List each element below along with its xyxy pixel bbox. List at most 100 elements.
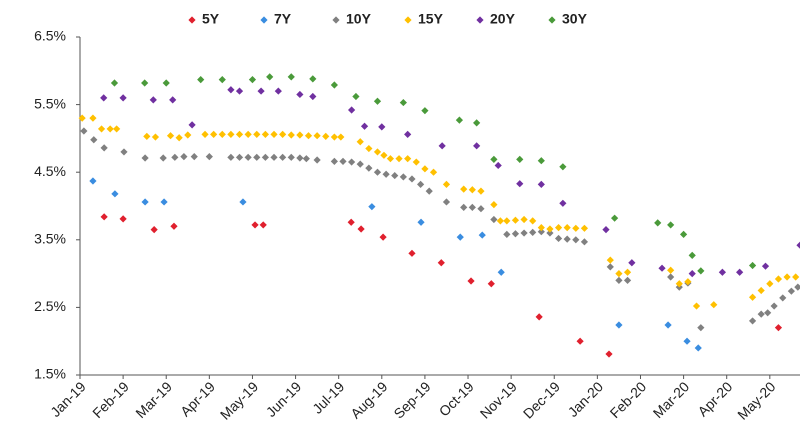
x-tick-label: Apr-19: [177, 378, 218, 419]
point: [779, 294, 787, 302]
point: [478, 231, 486, 239]
point: [667, 221, 675, 229]
point: [330, 81, 338, 89]
point: [460, 203, 468, 211]
point: [494, 161, 502, 170]
point: [487, 280, 495, 288]
point: [572, 224, 580, 232]
point: [783, 273, 791, 281]
legend-label: 10Y: [346, 11, 372, 27]
point: [421, 165, 429, 173]
point: [654, 219, 662, 227]
point: [287, 131, 295, 139]
point: [606, 263, 614, 271]
point: [554, 234, 563, 243]
point: [748, 261, 757, 270]
point: [490, 201, 498, 209]
point: [360, 122, 369, 130]
point: [766, 280, 774, 288]
point: [382, 170, 390, 178]
point: [537, 228, 545, 236]
point: [162, 79, 170, 87]
point: [774, 275, 783, 283]
point: [580, 224, 589, 232]
point: [490, 155, 498, 163]
point: [201, 130, 209, 138]
point: [235, 130, 244, 138]
point: [313, 156, 321, 164]
point: [218, 130, 226, 138]
point: [257, 87, 265, 95]
point: [89, 177, 97, 185]
point: [119, 215, 127, 223]
point: [100, 94, 108, 102]
point: [438, 142, 446, 150]
point: [304, 132, 313, 140]
point: [697, 267, 705, 275]
point: [357, 225, 365, 233]
x-tick-label: Jan-20: [565, 378, 607, 420]
point: [442, 198, 451, 206]
point: [697, 324, 705, 332]
point: [692, 302, 701, 310]
point: [628, 259, 636, 267]
point: [456, 233, 464, 241]
point: [373, 148, 382, 156]
point: [710, 301, 718, 309]
point: [380, 151, 388, 159]
point: [794, 283, 800, 291]
x-tick-label: Nov-19: [477, 378, 520, 421]
point: [337, 133, 345, 141]
point: [606, 256, 614, 264]
point: [496, 217, 504, 225]
point: [408, 175, 416, 183]
point: [412, 158, 420, 166]
point: [623, 276, 632, 284]
point: [615, 321, 623, 329]
point: [563, 235, 571, 243]
point: [425, 187, 433, 195]
point: [100, 213, 108, 221]
point: [404, 155, 412, 163]
point: [253, 153, 261, 161]
point: [78, 114, 86, 122]
point: [537, 157, 545, 165]
legend-marker: [332, 16, 340, 24]
point: [770, 302, 778, 310]
point: [667, 266, 675, 274]
point: [664, 321, 672, 329]
x-tick-label: Oct-19: [436, 378, 477, 419]
legend-marker: [548, 16, 556, 24]
point: [554, 224, 563, 232]
point: [313, 132, 321, 140]
point: [576, 337, 584, 345]
x-tick-label: Mar-19: [132, 378, 175, 421]
point: [97, 125, 106, 133]
point: [210, 130, 218, 138]
y-tick-label: 6.5%: [34, 28, 66, 44]
point: [235, 87, 244, 95]
point: [322, 132, 330, 140]
point: [253, 130, 261, 138]
x-tick-label: Jan-19: [47, 378, 89, 420]
point: [141, 198, 149, 206]
point: [520, 215, 528, 224]
point: [270, 130, 278, 138]
point: [605, 350, 613, 358]
point: [511, 216, 520, 224]
legend-marker: [188, 16, 196, 24]
x-tick-label: Apr-20: [694, 378, 735, 419]
point: [675, 280, 683, 288]
point: [399, 98, 407, 107]
point: [468, 186, 476, 194]
point: [287, 73, 295, 81]
point: [287, 153, 295, 161]
point: [347, 218, 355, 226]
point: [667, 273, 675, 281]
point: [511, 230, 520, 238]
point: [227, 86, 235, 94]
legend-marker: [476, 16, 484, 24]
y-tick-label: 2.5%: [34, 298, 66, 314]
x-tick-label: Aug-19: [347, 378, 390, 421]
point: [266, 73, 274, 81]
